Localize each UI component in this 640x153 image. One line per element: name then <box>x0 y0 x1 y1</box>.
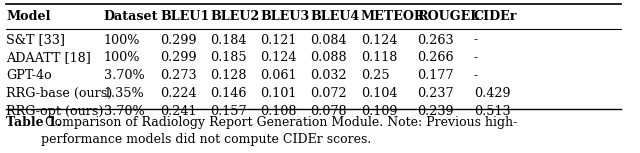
Text: 0.299: 0.299 <box>160 51 196 64</box>
Text: 100%: 100% <box>104 34 140 47</box>
Text: 0.104: 0.104 <box>361 87 397 100</box>
Text: 0.429: 0.429 <box>474 87 510 100</box>
Text: 100%: 100% <box>104 51 140 64</box>
Text: 0.241: 0.241 <box>160 105 196 118</box>
Text: 0.072: 0.072 <box>310 87 348 100</box>
Text: 0.124: 0.124 <box>260 51 297 64</box>
Text: RRG-base (ours): RRG-base (ours) <box>6 87 113 100</box>
Text: -: - <box>474 34 478 47</box>
Text: 0.118: 0.118 <box>361 51 397 64</box>
Text: Model: Model <box>6 10 51 23</box>
Text: -: - <box>474 51 478 64</box>
Text: Dataset: Dataset <box>104 10 158 23</box>
Text: ROUGEL: ROUGEL <box>417 10 479 23</box>
Text: 0.273: 0.273 <box>160 69 196 82</box>
Text: 0.157: 0.157 <box>210 105 247 118</box>
Text: ADAATT [18]: ADAATT [18] <box>6 51 91 64</box>
Text: 0.061: 0.061 <box>260 69 297 82</box>
Text: 3.70%: 3.70% <box>104 69 144 82</box>
Text: 0.177: 0.177 <box>417 69 454 82</box>
Text: -: - <box>474 69 478 82</box>
Text: 0.185: 0.185 <box>210 51 247 64</box>
Text: S&T [33]: S&T [33] <box>6 34 65 47</box>
Text: RRG-opt (ours): RRG-opt (ours) <box>6 105 104 118</box>
Text: CIDEr: CIDEr <box>474 10 517 23</box>
Text: METEOR: METEOR <box>361 10 426 23</box>
Text: 0.078: 0.078 <box>310 105 348 118</box>
Text: 0.146: 0.146 <box>210 87 246 100</box>
Text: Table 1.: Table 1. <box>6 116 61 129</box>
Text: BLEU4: BLEU4 <box>310 10 360 23</box>
Text: 0.124: 0.124 <box>361 34 397 47</box>
Text: 3.70%: 3.70% <box>104 105 144 118</box>
Text: 0.109: 0.109 <box>361 105 397 118</box>
Text: 0.084: 0.084 <box>310 34 348 47</box>
Text: 0.184: 0.184 <box>210 34 246 47</box>
Text: 0.128: 0.128 <box>210 69 246 82</box>
Text: 0.121: 0.121 <box>260 34 297 47</box>
Text: 0.032: 0.032 <box>310 69 348 82</box>
Text: 0.25: 0.25 <box>361 69 390 82</box>
Text: 0.513: 0.513 <box>474 105 510 118</box>
Text: 0.101: 0.101 <box>260 87 297 100</box>
Text: Comparison of Radiology Report Generation Module. Note: Previous high-
performan: Comparison of Radiology Report Generatio… <box>41 116 517 146</box>
Text: 0.266: 0.266 <box>417 51 454 64</box>
Text: 1.35%: 1.35% <box>104 87 144 100</box>
Text: 0.224: 0.224 <box>160 87 196 100</box>
Text: BLEU3: BLEU3 <box>260 10 310 23</box>
Text: 0.088: 0.088 <box>310 51 348 64</box>
Text: 0.263: 0.263 <box>417 34 454 47</box>
Text: 0.239: 0.239 <box>417 105 454 118</box>
Text: 0.299: 0.299 <box>160 34 196 47</box>
Text: BLEU2: BLEU2 <box>210 10 259 23</box>
Text: BLEU1: BLEU1 <box>160 10 209 23</box>
Text: 0.108: 0.108 <box>260 105 297 118</box>
Text: 0.237: 0.237 <box>417 87 454 100</box>
Text: GPT-4o: GPT-4o <box>6 69 52 82</box>
